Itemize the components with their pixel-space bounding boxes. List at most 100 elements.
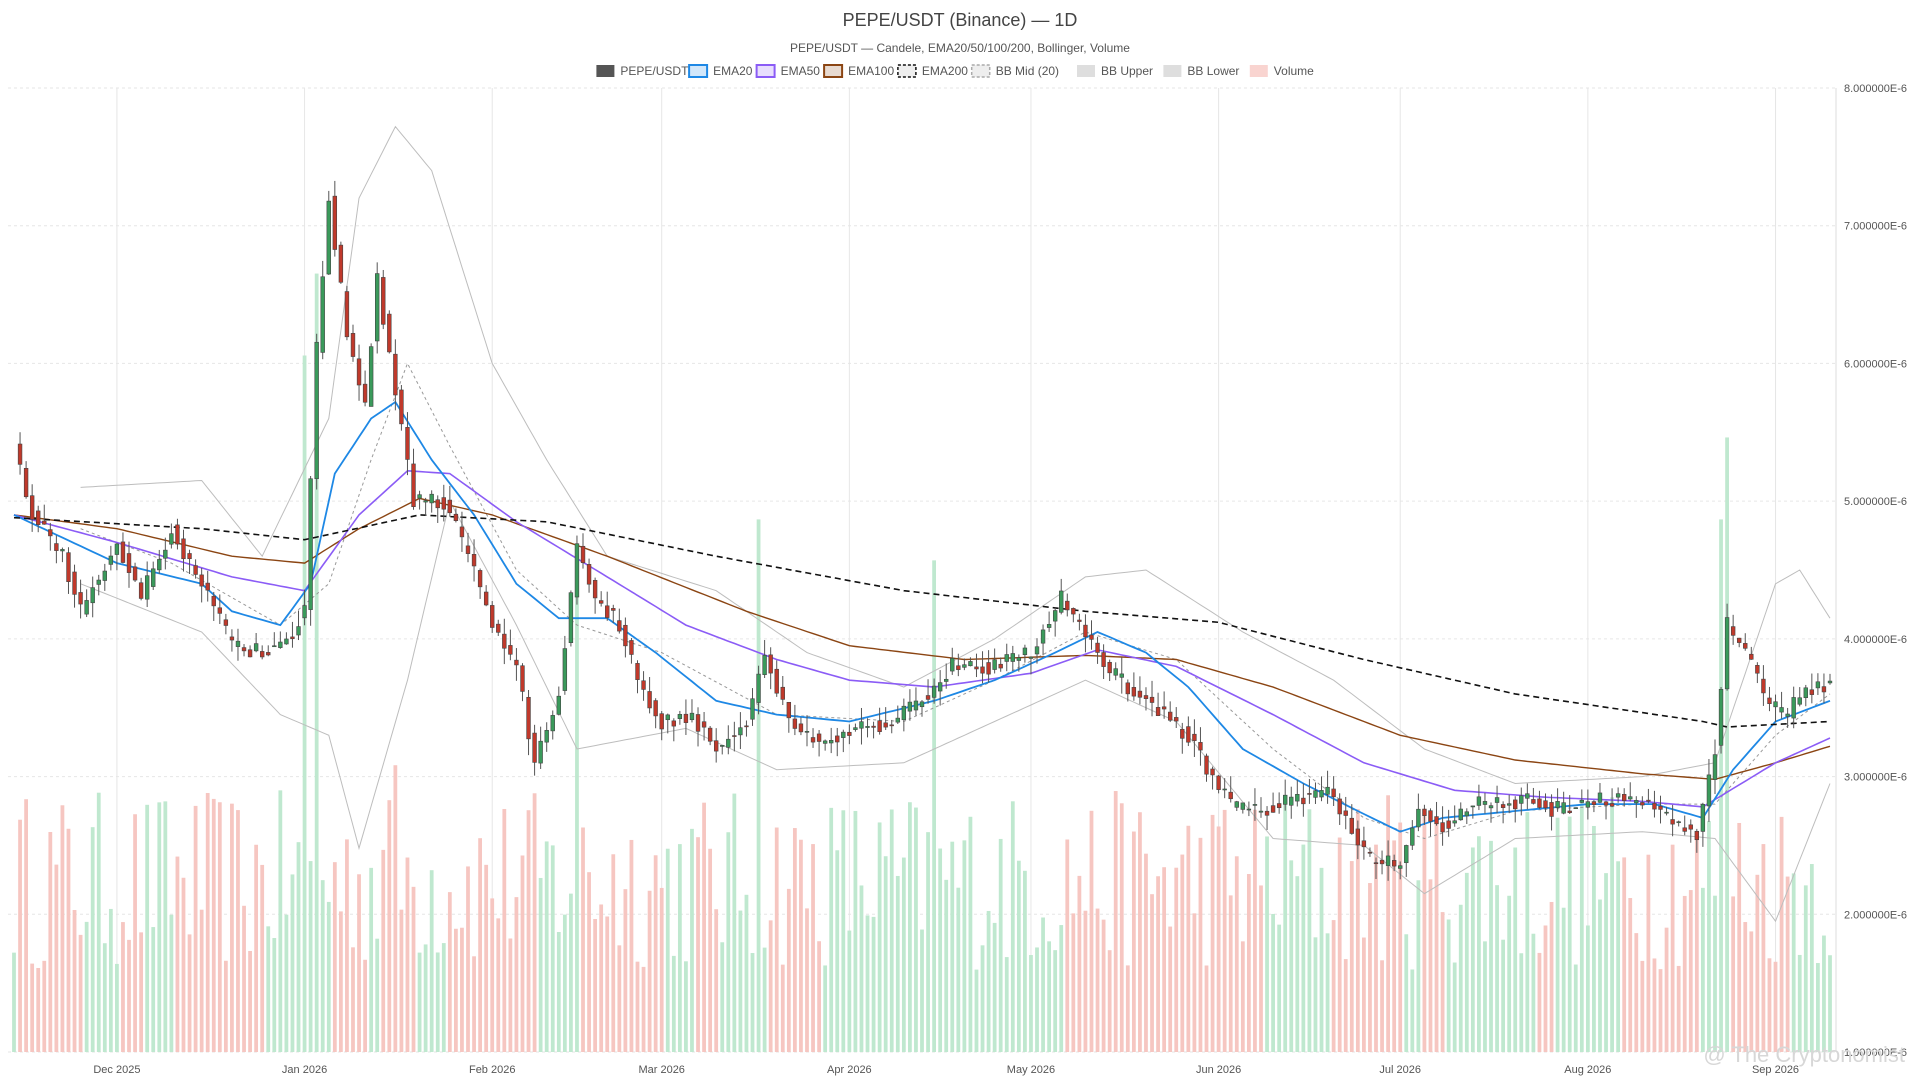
volume-bar <box>1362 937 1366 1052</box>
candle-body <box>1640 802 1645 806</box>
candle <box>217 594 223 625</box>
candle-body <box>792 718 798 729</box>
candle <box>732 721 737 752</box>
candle <box>1355 820 1361 860</box>
candle <box>1670 804 1675 837</box>
volume-bar <box>835 850 840 1052</box>
candle-body <box>956 665 961 670</box>
candle-body <box>393 353 398 396</box>
candle-body <box>387 313 392 353</box>
candle <box>1325 770 1330 804</box>
candle-body <box>889 724 894 727</box>
volume-bar <box>1295 876 1300 1052</box>
candle <box>829 727 834 754</box>
x-tick-label: Jul 2026 <box>1379 1064 1421 1076</box>
candle <box>175 518 180 550</box>
candle <box>1555 788 1560 812</box>
candle <box>66 547 71 594</box>
candle-body <box>538 740 543 764</box>
candle <box>1028 656 1034 675</box>
candle-body <box>816 733 822 742</box>
candle <box>931 678 937 704</box>
volume-bar <box>472 956 476 1052</box>
volume-bar <box>562 914 567 1052</box>
candle-body <box>544 730 549 743</box>
legend-swatch <box>596 65 615 77</box>
volume-bar <box>1428 879 1433 1052</box>
x-axis: Dec 2025 Jan 2026 Feb 2026 Mar 2026 Apr 2026… <box>93 1064 1799 1076</box>
candle-body <box>96 579 101 585</box>
candle-body <box>1210 768 1215 776</box>
candle <box>1101 644 1106 680</box>
candle <box>429 490 434 513</box>
candle <box>405 412 410 476</box>
volume-bar <box>1016 860 1021 1052</box>
candle-body <box>1040 629 1046 644</box>
candle <box>1458 802 1463 821</box>
volume-bar <box>593 919 598 1052</box>
candle-body <box>617 620 622 632</box>
candle-body <box>732 735 737 737</box>
candle <box>1615 787 1621 803</box>
candle <box>211 591 216 621</box>
volume-bar <box>532 793 537 1052</box>
candle <box>689 699 695 723</box>
volume-bar <box>1301 844 1306 1052</box>
volume-bar <box>1507 895 1512 1052</box>
candle-body <box>937 682 943 692</box>
volume-bar <box>308 861 313 1052</box>
volume-bar <box>859 885 864 1052</box>
candle <box>72 564 77 608</box>
candle <box>1821 673 1827 704</box>
candle-body <box>1052 610 1058 622</box>
volume-bar <box>1737 822 1742 1052</box>
candle-body <box>592 579 598 599</box>
candle <box>23 461 29 499</box>
volume-bar <box>696 837 700 1052</box>
y-tick-label: 7.000000E-6 <box>1844 221 1907 233</box>
volume-bar <box>1204 965 1209 1052</box>
volume-bar <box>502 808 507 1052</box>
candle-body <box>302 605 307 619</box>
candle <box>1573 807 1578 809</box>
candle-body <box>102 570 107 581</box>
volume-bar <box>1089 810 1094 1052</box>
candle-body <box>1010 653 1015 662</box>
volume-bar <box>992 922 997 1052</box>
candle-body <box>1597 792 1603 803</box>
candle-body <box>338 244 344 283</box>
volume-bar <box>708 848 713 1052</box>
candle <box>447 485 453 517</box>
volume-bar <box>496 918 501 1052</box>
volume-bar <box>1271 913 1275 1052</box>
candle-body <box>1283 794 1288 805</box>
volume-bar <box>236 810 240 1052</box>
volume-bar <box>230 803 234 1052</box>
legend-label: EMA50 <box>781 64 821 78</box>
candle <box>677 710 683 725</box>
candle <box>1646 788 1651 804</box>
candle <box>550 710 555 740</box>
candle-body <box>1452 820 1457 824</box>
candle-body <box>138 582 144 599</box>
candle-body <box>193 565 198 575</box>
volume-bar <box>786 888 791 1052</box>
candle <box>1192 719 1197 757</box>
candle <box>1107 659 1112 682</box>
volume-bar <box>12 952 16 1052</box>
candle <box>1046 611 1052 632</box>
volume-bar <box>895 875 900 1052</box>
candle <box>477 568 483 599</box>
volume-bar <box>1144 853 1148 1052</box>
candle-body <box>1004 654 1009 662</box>
candle <box>1591 800 1597 813</box>
candle-body <box>1434 816 1439 825</box>
volume-bar <box>320 880 325 1052</box>
y-tick-label: 5.000000E-6 <box>1844 496 1907 508</box>
candle-body <box>871 725 876 728</box>
candle <box>617 608 622 634</box>
candle-body <box>768 654 773 674</box>
volume-bar <box>768 920 773 1052</box>
candle-body <box>1410 827 1415 846</box>
